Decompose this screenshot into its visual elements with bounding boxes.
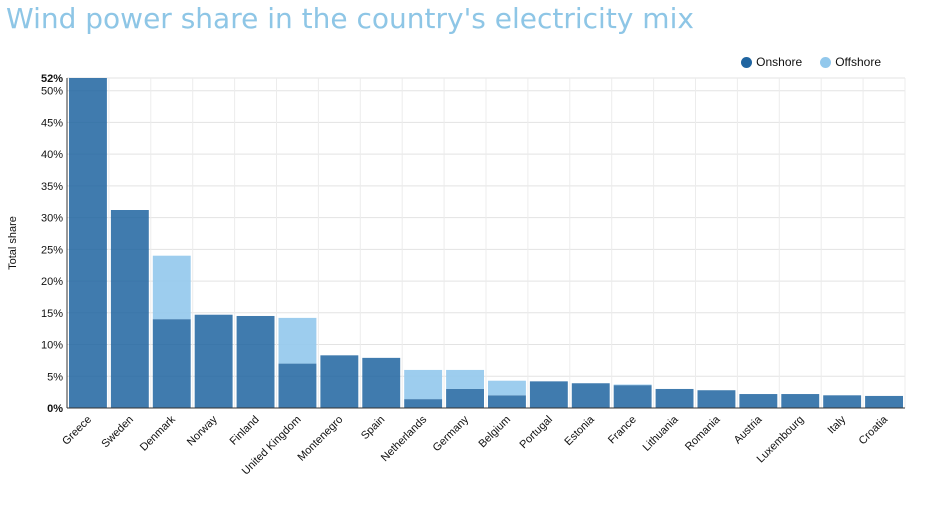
x-tick-label: Romania [683, 413, 723, 453]
y-axis-label: Total share [7, 216, 19, 270]
x-tick-label: Croatia [857, 413, 891, 447]
bar-onshore-france [613, 385, 652, 408]
bar-offshore-belgium [488, 380, 526, 396]
bar-onshore-italy [823, 395, 862, 408]
bar-onshore-lithuania [655, 388, 694, 408]
bar-offshore-france [613, 384, 652, 386]
bar-onshore-belgium [488, 395, 526, 408]
legend-item-offshore[interactable]: Offshore [820, 55, 881, 69]
bar-onshore-montenegro [320, 355, 359, 408]
x-tick-label: Spain [359, 414, 387, 442]
bar-onshore-netherlands [404, 399, 443, 408]
y-tick-label: 20% [41, 276, 63, 288]
x-tick-label: Sweden [99, 414, 136, 451]
legend-label-onshore: Onshore [756, 55, 803, 69]
bar-offshore-netherlands [404, 369, 443, 400]
x-tick-label: Montenegro [295, 414, 345, 464]
y-tick-label: 25% [41, 244, 63, 256]
legend-label-offshore: Offshore [835, 55, 881, 69]
legend-item-onshore[interactable]: Onshore [741, 55, 802, 69]
bar-onshore-norway [194, 314, 233, 408]
x-tick-label: Netherlands [379, 413, 430, 464]
x-tick-label: Lithuania [641, 413, 682, 454]
bar-onshore-germany [446, 388, 484, 408]
bar-onshore-spain [362, 357, 401, 408]
bar-offshore-united-kingdom [278, 317, 317, 364]
x-tick-label: France [606, 414, 639, 447]
x-tick-label: Portugal [518, 414, 555, 451]
y-tick-label: 52% [41, 73, 63, 85]
chart-title: Wind power share in the country's electr… [6, 2, 694, 35]
x-tick-label: Finland [228, 414, 262, 448]
bar-onshore-romania [697, 390, 736, 408]
bar-onshore-greece [69, 78, 107, 408]
x-tick-label: Denmark [138, 413, 178, 453]
bar-onshore-luxembourg [781, 394, 820, 408]
y-tick-label: 10% [41, 340, 63, 352]
y-tick-label: 15% [41, 308, 63, 320]
y-tick-label: 5% [47, 371, 63, 383]
bar-offshore-denmark [152, 255, 191, 320]
bar-offshore-germany [446, 369, 484, 389]
bar-onshore-finland [236, 315, 275, 408]
bar-onshore-austria [739, 394, 778, 408]
x-tick-label: Belgium [476, 414, 513, 451]
y-tick-label: 0% [47, 403, 63, 415]
y-tick-label: 45% [41, 117, 63, 129]
y-tick-label: 50% [41, 86, 63, 98]
bar-onshore-estonia [571, 383, 610, 408]
x-tick-label: Norway [185, 413, 220, 448]
bar-onshore-portugal [529, 381, 568, 408]
bar-onshore-croatia [865, 395, 903, 408]
bar-onshore-denmark [152, 319, 191, 408]
x-tick-label: Italy [826, 413, 849, 436]
y-tick-label: 40% [41, 149, 63, 161]
y-tick-label: 30% [41, 213, 63, 225]
onshore-swatch-icon [741, 56, 753, 68]
offshore-swatch-icon [820, 56, 832, 68]
legend: Onshore Offshore [741, 55, 881, 69]
x-tick-label: Estonia [562, 413, 597, 448]
x-tick-label: Austria [732, 413, 765, 446]
bar-onshore-sweden [110, 210, 149, 408]
x-tick-label: Greece [60, 414, 94, 448]
bar-onshore-united-kingdom [278, 363, 317, 408]
y-tick-label: 35% [41, 181, 63, 193]
x-tick-label: Germany [431, 413, 472, 454]
